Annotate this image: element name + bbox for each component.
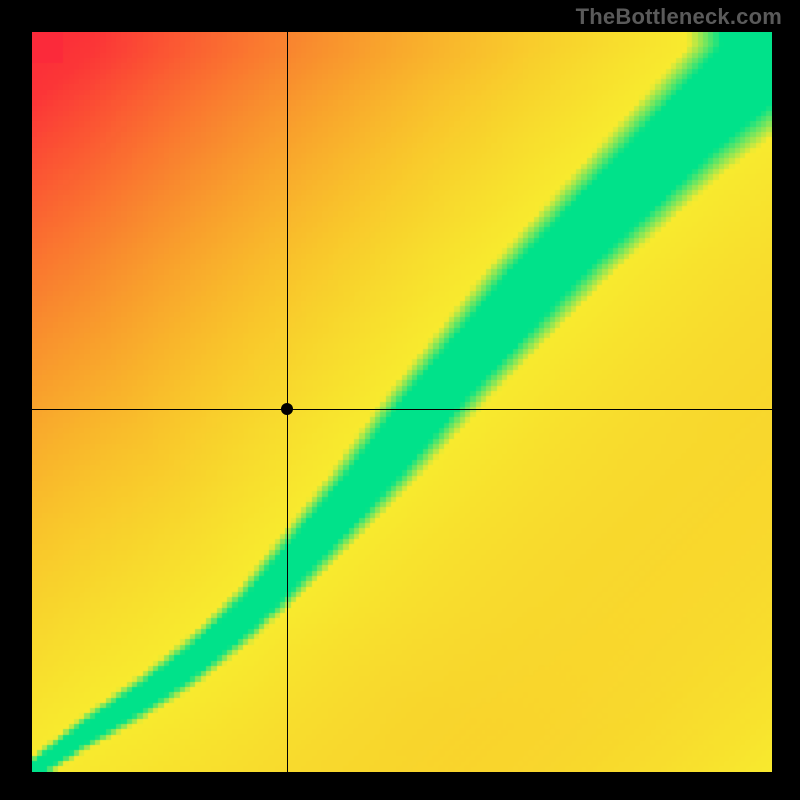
heatmap-canvas xyxy=(32,32,772,772)
chart-container: TheBottleneck.com xyxy=(0,0,800,800)
crosshair-marker xyxy=(281,403,293,415)
heatmap-plot xyxy=(32,32,772,772)
crosshair-vertical xyxy=(287,32,288,772)
crosshair-horizontal xyxy=(32,409,772,410)
watermark-text: TheBottleneck.com xyxy=(576,4,782,30)
